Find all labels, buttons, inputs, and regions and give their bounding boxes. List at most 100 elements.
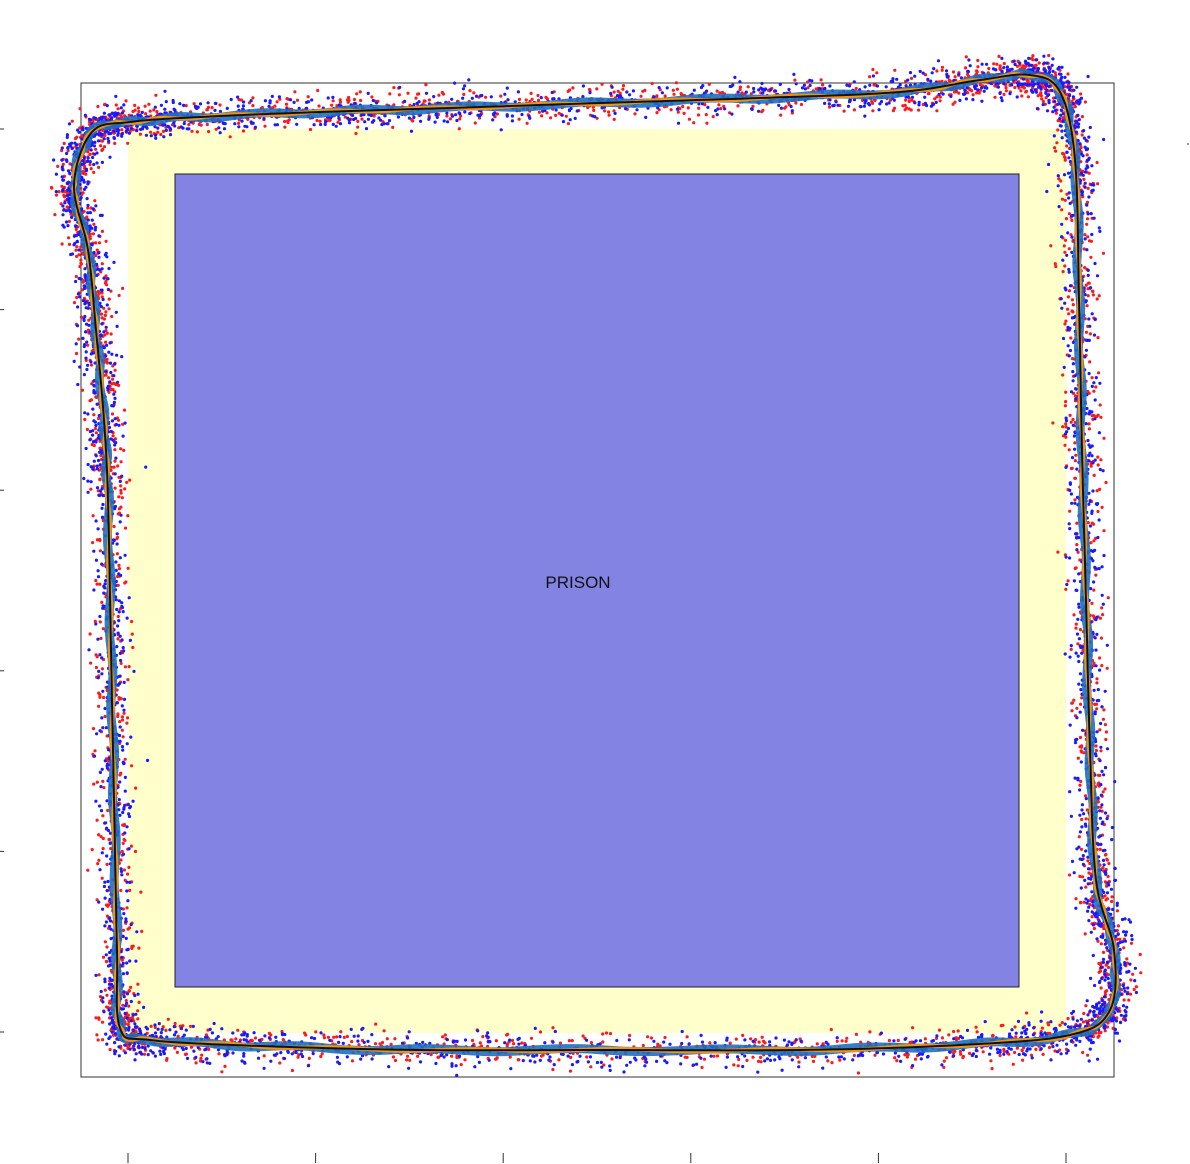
observation-point-blue	[1115, 903, 1119, 908]
observation-point-red	[940, 1036, 945, 1040]
observation-point-red	[120, 715, 124, 719]
observation-point-red	[649, 1036, 654, 1040]
observation-point-red	[241, 129, 246, 133]
observation-point-red	[1084, 817, 1088, 821]
observation-point-red	[529, 1036, 534, 1040]
observation-point-blue	[158, 1049, 162, 1053]
observation-point-red	[99, 835, 103, 839]
observation-point-red	[283, 125, 287, 129]
observation-point-red	[290, 1068, 294, 1073]
observation-point-red	[852, 108, 857, 112]
observation-point-red	[332, 1035, 336, 1039]
observation-point-red	[953, 75, 957, 79]
observation-point-red	[1013, 1050, 1017, 1055]
observation-point-red	[511, 1042, 516, 1046]
observation-point-blue	[1035, 107, 1039, 111]
observation-point-red	[1074, 453, 1078, 457]
observation-point-red	[103, 103, 107, 107]
observation-point-red	[89, 363, 94, 367]
observation-point-blue	[1066, 344, 1070, 348]
observation-point-blue	[996, 85, 1001, 89]
observation-point-blue	[98, 614, 102, 619]
observation-point-red	[1086, 521, 1090, 525]
observation-point-red	[1066, 295, 1070, 299]
observation-point-blue	[92, 459, 96, 463]
observation-point-red	[121, 422, 125, 426]
observation-point-red	[102, 306, 106, 310]
observation-point-blue	[116, 380, 120, 384]
observation-point-red	[94, 578, 98, 583]
observation-point-red	[1054, 264, 1058, 269]
observation-point-red	[97, 1017, 101, 1021]
observation-point-blue	[1086, 268, 1090, 272]
observation-point-red	[95, 898, 99, 902]
observation-point-red	[113, 368, 117, 372]
observation-point-red	[1079, 749, 1083, 753]
observation-point-red	[891, 109, 896, 113]
observation-point-red	[93, 427, 97, 431]
observation-point-red	[903, 1053, 907, 1057]
observation-point-red	[612, 90, 616, 94]
observation-point-red	[968, 1051, 972, 1055]
observation-point-blue	[76, 382, 80, 387]
observation-point-red	[127, 865, 131, 870]
observation-point-red	[122, 868, 126, 872]
observation-point-red	[406, 1054, 410, 1058]
observation-point-red	[251, 104, 255, 108]
observation-point-blue	[859, 1053, 863, 1057]
observation-point-red	[134, 786, 138, 790]
observation-point-red	[1084, 283, 1088, 287]
observation-point-red	[126, 872, 130, 876]
observation-point-red	[516, 1058, 520, 1062]
observation-point-red	[717, 103, 721, 107]
observation-point-red	[101, 847, 105, 851]
observation-point-blue	[1061, 112, 1065, 116]
observation-point-red	[987, 66, 991, 71]
observation-point-red	[1084, 885, 1088, 889]
observation-point-blue	[121, 434, 125, 438]
observation-point-blue	[1054, 108, 1058, 112]
observation-point-blue	[1079, 1017, 1083, 1021]
observation-point-red	[1029, 1053, 1034, 1057]
observation-point-red	[110, 412, 115, 416]
observation-point-red	[997, 54, 1001, 59]
observation-point-red	[133, 103, 137, 107]
observation-point-blue	[115, 532, 119, 536]
observation-point-red	[54, 193, 59, 197]
observation-point-red	[961, 1056, 965, 1060]
observation-point-red	[751, 1055, 755, 1059]
observation-point-red	[669, 108, 673, 112]
observation-point-red	[910, 98, 914, 102]
observation-point-red	[1096, 939, 1100, 943]
observation-point-red	[104, 373, 108, 377]
observation-point-blue	[503, 1041, 507, 1045]
observation-point-red	[103, 714, 107, 719]
observation-point-blue	[881, 1052, 886, 1056]
observation-point-red	[70, 119, 74, 123]
observation-point-red	[1095, 297, 1099, 301]
observation-point-red	[938, 99, 942, 103]
observation-point-blue	[743, 1054, 747, 1058]
observation-point-blue	[851, 1058, 855, 1062]
observation-point-blue	[98, 463, 102, 467]
observation-point-blue	[98, 868, 102, 872]
observation-point-red	[200, 1053, 204, 1057]
observation-point-red	[119, 661, 123, 666]
observation-point-red	[103, 313, 107, 317]
observation-point-blue	[218, 131, 222, 135]
observation-point-red	[686, 106, 690, 110]
observation-point-red	[705, 121, 709, 125]
observation-point-blue	[107, 1008, 111, 1012]
observation-point-blue	[1049, 1058, 1053, 1062]
observation-point-red	[108, 999, 112, 1003]
observation-point-red	[142, 1052, 147, 1056]
observation-point-blue	[908, 71, 913, 75]
observation-point-red	[161, 129, 166, 133]
observation-point-red	[1096, 1035, 1100, 1039]
observation-point-blue	[1125, 1005, 1129, 1009]
observation-point-blue	[863, 85, 867, 89]
observation-point-red	[856, 1071, 861, 1075]
observation-point-red	[100, 1020, 105, 1024]
observation-point-red	[992, 62, 996, 66]
observation-point-blue	[470, 96, 474, 100]
